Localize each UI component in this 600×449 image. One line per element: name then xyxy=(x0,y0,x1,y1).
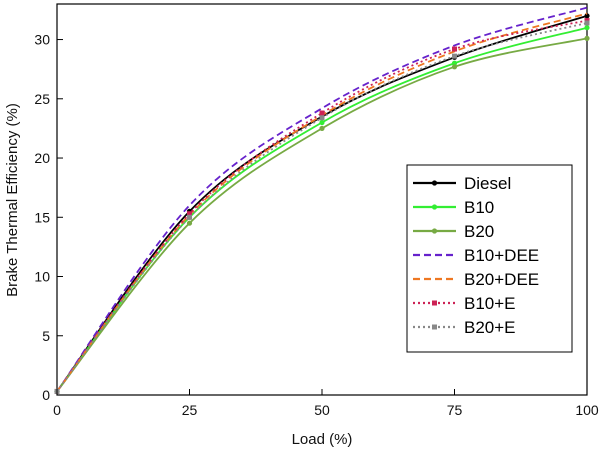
data-point-b10-e xyxy=(187,211,192,217)
data-point-b20 xyxy=(584,35,590,41)
series-layer xyxy=(54,6,590,395)
legend-label-b10: B10 xyxy=(464,198,494,217)
data-point-b20-e xyxy=(319,115,325,121)
y-tick-label: 0 xyxy=(42,387,50,403)
legend-box xyxy=(406,164,573,353)
y-axis-ticks: 0 5 10 15 20 25 30 xyxy=(34,32,63,403)
legend-label-b10-e: B10+E xyxy=(464,294,516,313)
data-point-b20-e xyxy=(452,53,457,59)
data-point-b10 xyxy=(584,25,590,31)
legend-label-b10-dee: B10+DEE xyxy=(464,246,539,265)
x-tick-label: 25 xyxy=(182,402,198,418)
series-line-b20 xyxy=(56,37,588,393)
y-tick-label: 20 xyxy=(34,150,50,166)
x-axis-ticks: 0 25 50 75 100 xyxy=(53,389,599,418)
y-tick-label: 30 xyxy=(34,32,50,48)
y-axis-label: Brake Thermal Efficiency (%) xyxy=(4,103,21,297)
legend-marker-b20-e xyxy=(432,324,437,330)
data-point-b10-e xyxy=(319,110,325,116)
legend-label-b20-dee: B20+DEE xyxy=(464,270,539,289)
legend-marker-b10-e xyxy=(432,300,437,306)
legend-marker-diesel xyxy=(431,180,438,186)
data-point-b20 xyxy=(186,220,193,226)
x-tick-label: 75 xyxy=(447,402,463,418)
series-line-b10-e xyxy=(56,19,588,392)
legend: Diesel B10 B20 B10+DEE B20+DEE B10+E B20+E xyxy=(406,164,573,353)
data-point-b10-e xyxy=(452,46,457,52)
data-point-b20-e xyxy=(584,20,590,26)
data-point-b20 xyxy=(451,64,458,70)
x-tick-label: 50 xyxy=(314,402,330,418)
data-point-b10 xyxy=(451,60,458,66)
legend-label-diesel: Diesel xyxy=(464,174,511,193)
x-tick-label: 100 xyxy=(575,402,599,418)
y-tick-label: 10 xyxy=(34,269,50,285)
legend-marker-b10 xyxy=(431,204,438,210)
y-tick-label: 5 xyxy=(42,328,50,344)
data-point-b10 xyxy=(319,119,325,126)
legend-label-b20: B20 xyxy=(464,222,494,241)
legend-marker-b20 xyxy=(431,228,438,234)
data-point-diesel xyxy=(584,13,590,19)
legend-label-b20-e: B20+E xyxy=(464,318,516,337)
series-line-b10-dee xyxy=(56,6,588,392)
series-line-b10 xyxy=(56,26,588,392)
y-tick-label: 15 xyxy=(34,209,50,225)
x-axis-label: Load (%) xyxy=(292,431,353,448)
data-point-b20-e xyxy=(187,214,192,220)
x-tick-label: 0 xyxy=(53,402,61,418)
y-tick-label: 25 xyxy=(34,91,50,107)
data-point-b20 xyxy=(319,125,325,132)
